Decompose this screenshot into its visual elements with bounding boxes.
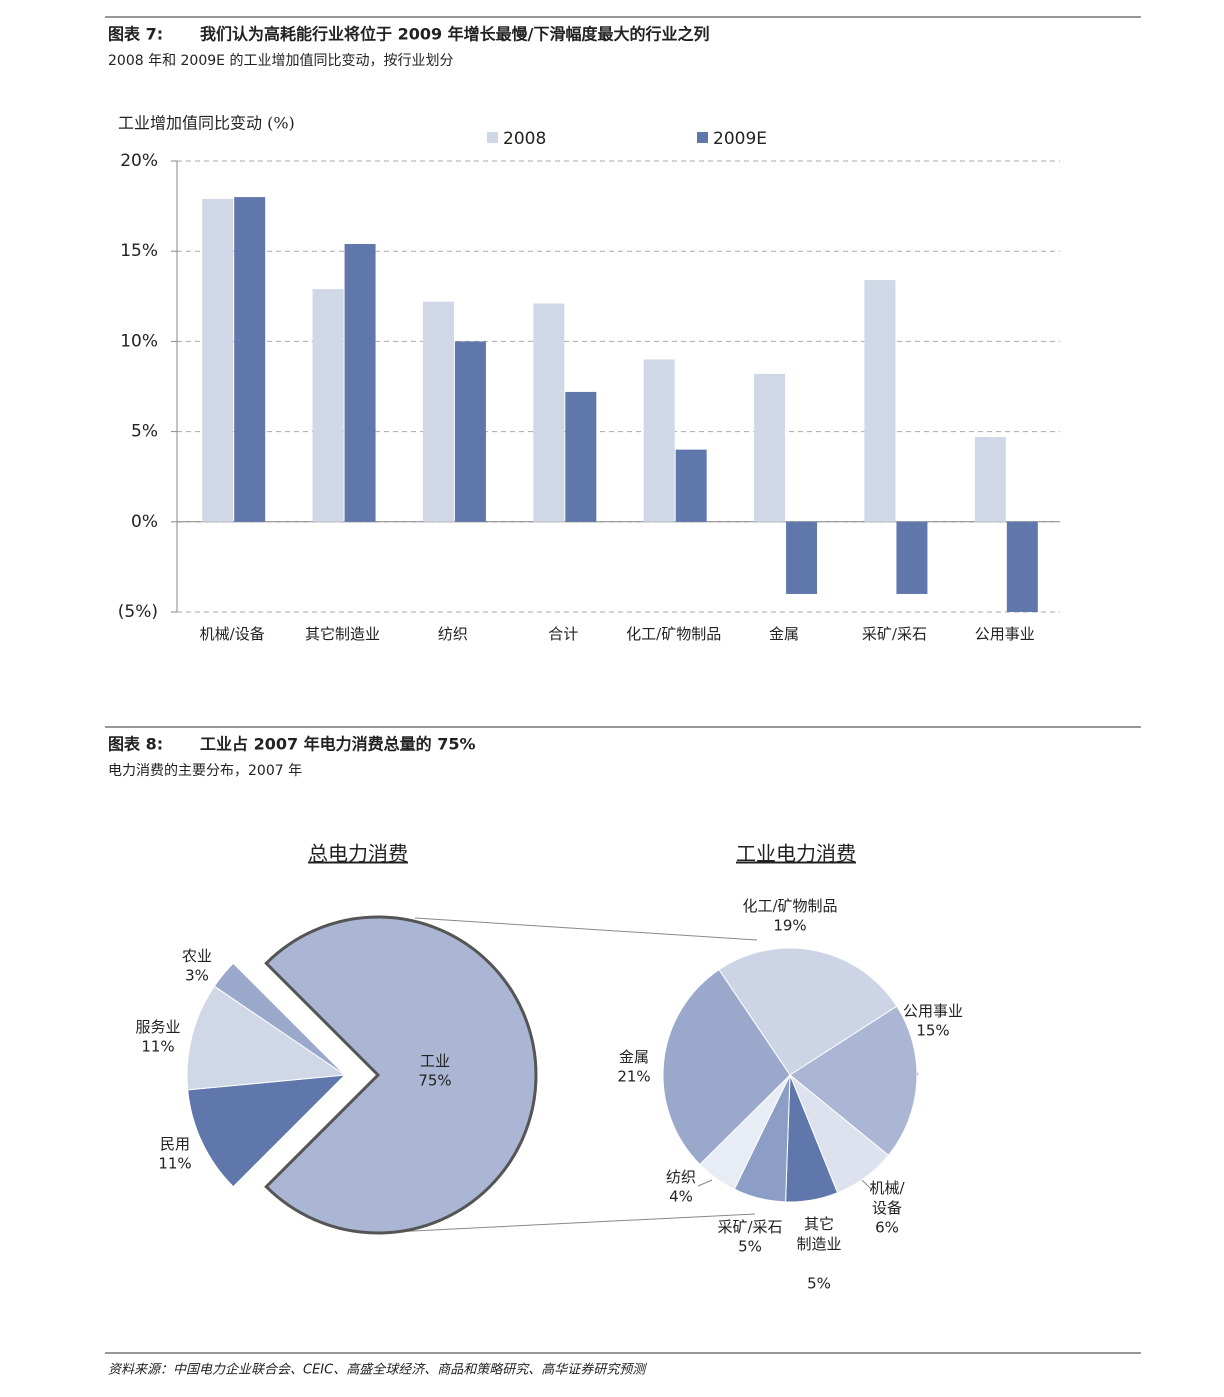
pie-slice — [662, 969, 791, 1166]
bar — [974, 437, 1006, 522]
slice-value-label: 4% — [669, 1188, 693, 1206]
slice-label: 机械/设备 — [869, 1179, 905, 1217]
slice-label: 工业 — [420, 1052, 450, 1070]
slice-label: 民用 — [160, 1135, 190, 1153]
slice-value-label: 19% — [773, 917, 806, 935]
slice-label: 服务业 — [135, 1018, 180, 1036]
slice-label: 纺织 — [666, 1168, 696, 1186]
figure-subtitle: 2008 年和 2009E 的工业增加值同比变动，按行业划分 — [108, 53, 453, 69]
connector — [414, 917, 758, 941]
legend-swatch — [697, 132, 708, 143]
pie-title: 工业电力消费 — [736, 842, 856, 866]
slice-label: 采矿/采石 — [717, 1218, 782, 1236]
y-tick-label: (5%) — [118, 602, 158, 622]
y-tick-label: 20% — [120, 151, 158, 171]
x-tick-label: 公用事业 — [975, 625, 1035, 643]
legend-label: 2008 — [503, 129, 546, 149]
slice-label: 其它制造业 — [796, 1215, 841, 1253]
slice-value-label: 11% — [141, 1038, 174, 1056]
figure-label: 图表 7: — [108, 25, 163, 44]
figure-title: 工业占 2007 年电力消费总量的 75% — [200, 735, 476, 754]
bar — [202, 198, 234, 522]
pie-slice — [789, 1005, 918, 1156]
bar — [896, 521, 928, 594]
x-tick-label: 采矿/采石 — [862, 625, 927, 643]
slice-value-label: 11% — [158, 1155, 191, 1173]
y-tick-label: 10% — [120, 331, 158, 351]
bar — [344, 243, 376, 522]
y-tick-label: 15% — [120, 241, 158, 261]
pie-slice — [186, 985, 347, 1091]
slice-label: 金属 — [619, 1048, 649, 1066]
legend-swatch — [487, 132, 498, 143]
slice-label: 农业 — [182, 947, 212, 965]
x-tick-label: 纺织 — [438, 625, 468, 643]
figure-title: 我们认为高耗能行业将位于 2009 年增长最慢/下滑幅度最大的行业之列 — [200, 25, 710, 44]
slice-value-label: 5% — [738, 1238, 762, 1256]
connector — [392, 1213, 756, 1233]
pie-title: 总电力消费 — [308, 842, 408, 866]
slice-label: 化工/矿物制品 — [742, 897, 837, 915]
y-tick-label: 0% — [131, 512, 158, 532]
bar — [234, 197, 266, 522]
figure-subtitle: 电力消费的主要分布，2007 年 — [108, 763, 302, 779]
bar — [675, 449, 707, 522]
bar — [754, 373, 786, 522]
bar — [864, 280, 896, 522]
bar — [565, 391, 597, 522]
slice-value-label: 21% — [617, 1068, 650, 1086]
legend-label: 2009E — [713, 129, 767, 149]
y-tick-label: 5% — [131, 422, 158, 442]
slice-value-label: 5% — [807, 1275, 831, 1293]
x-tick-label: 其它制造业 — [305, 625, 380, 643]
slice-value-label: 6% — [875, 1219, 899, 1237]
x-tick-label: 金属 — [769, 625, 799, 643]
x-tick-label: 化工/矿物制品 — [626, 625, 721, 643]
source-note: 资料来源：中国电力企业联合会、CEIC、高盛全球经济、商品和策略研究、高华证券研… — [108, 1362, 647, 1378]
figure-label: 图表 8: — [108, 735, 163, 754]
pie-slice — [718, 947, 898, 1076]
slice-label: 公用事业 — [903, 1002, 963, 1020]
bar — [1006, 521, 1038, 612]
pie-slice — [187, 1074, 347, 1188]
slice-value-label: 75% — [418, 1072, 451, 1090]
slice-value-label: 3% — [185, 967, 209, 985]
bar — [643, 359, 675, 522]
x-tick-label: 合计 — [548, 625, 578, 643]
bar — [454, 341, 486, 522]
x-tick-label: 机械/设备 — [200, 625, 265, 643]
pie-slice — [264, 915, 538, 1235]
slice-value-label: 15% — [916, 1022, 949, 1040]
bar — [422, 301, 454, 522]
pie-slice — [213, 962, 346, 1076]
y-axis-label: 工业增加值同比变动 (%) — [118, 114, 295, 133]
leader-line — [861, 1179, 873, 1191]
bar — [312, 289, 344, 522]
bar — [533, 303, 565, 522]
leader-line — [697, 1179, 713, 1187]
bar — [786, 521, 818, 594]
